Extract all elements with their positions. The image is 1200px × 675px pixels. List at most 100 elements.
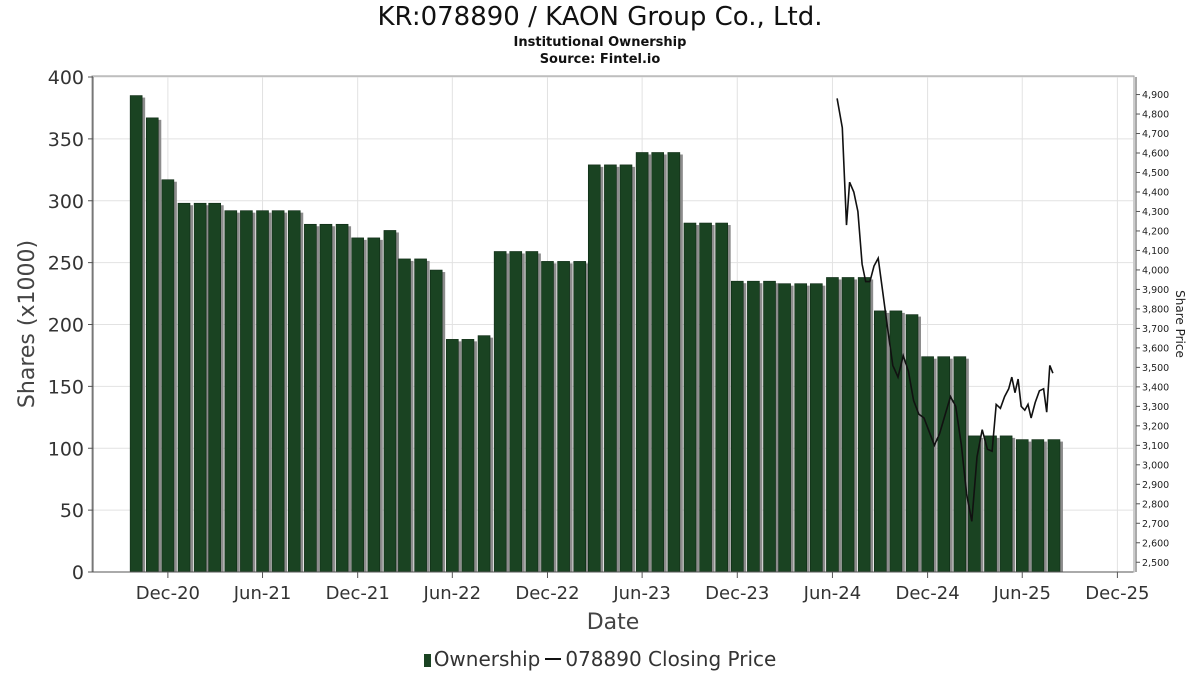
ownership-bar xyxy=(873,310,887,573)
y-tick-label: 50 xyxy=(60,500,84,522)
ownership-bar xyxy=(794,283,808,573)
ownership-bar xyxy=(161,179,175,573)
y2-tick-label: 4,600 xyxy=(1142,149,1169,160)
ownership-bar xyxy=(335,223,349,573)
ownership-bar xyxy=(999,435,1013,573)
legend-ownership-swatch xyxy=(423,654,431,667)
y2-tick-label: 3,500 xyxy=(1142,363,1169,374)
y2-tick-label: 3,300 xyxy=(1142,402,1169,413)
x-tick-label: Jun-24 xyxy=(803,583,862,604)
legend-price-swatch xyxy=(545,658,562,660)
ownership-bar xyxy=(747,280,760,573)
ownership-bar xyxy=(1031,439,1045,573)
ownership-bar xyxy=(667,152,681,573)
y-tick-label: 250 xyxy=(48,253,84,275)
y2-tick-label: 3,200 xyxy=(1142,421,1169,432)
y-axis-label: Shares (x1000) xyxy=(15,240,40,408)
ownership-bar xyxy=(778,283,791,573)
y2-tick-label: 3,400 xyxy=(1142,382,1169,393)
ownership-bar xyxy=(841,277,855,573)
chart-source: Source: Fintel.io xyxy=(539,52,661,67)
ownership-bar xyxy=(256,210,269,573)
legend-price-label: 078890 Closing Price xyxy=(565,647,777,671)
ownership-bar xyxy=(193,202,207,573)
ownership-bar xyxy=(446,339,459,573)
ownership-bar xyxy=(937,356,951,573)
y2-tick-label: 2,500 xyxy=(1142,558,1169,569)
ownership-bar xyxy=(398,258,411,573)
y-tick-label: 300 xyxy=(48,191,84,213)
price-line-layer xyxy=(836,98,1054,522)
ownership-bar xyxy=(224,210,238,573)
y-tick-label: 400 xyxy=(48,67,84,89)
ownership-bar xyxy=(587,164,601,573)
y2-tick-label: 2,900 xyxy=(1142,480,1169,491)
ownership-bar xyxy=(557,261,570,573)
x-tick-label: Jun-23 xyxy=(612,583,671,604)
y2-tick-label: 4,900 xyxy=(1142,90,1169,101)
ownership-bar xyxy=(541,261,554,573)
ownership-bar xyxy=(763,280,776,573)
ownership-bar xyxy=(826,277,839,573)
ownership-bar xyxy=(240,210,253,573)
y-tick-label: 150 xyxy=(48,376,84,398)
y-tick-label: 200 xyxy=(48,315,84,337)
ownership-bar xyxy=(573,261,587,573)
ownership-bar xyxy=(177,202,191,573)
y2-tick-label: 2,800 xyxy=(1142,499,1169,510)
chart-legend: Ownership 078890 Closing Price xyxy=(0,647,1200,671)
y2-tick-label: 3,900 xyxy=(1142,285,1169,296)
ownership-bar xyxy=(414,258,427,573)
ownership-bar xyxy=(145,117,159,573)
ownership-bar xyxy=(383,230,397,573)
ownership-bar xyxy=(509,251,523,573)
y-tick-label: 0 xyxy=(72,562,84,584)
ownership-bar xyxy=(715,222,728,573)
y2-axis-label: Share Price xyxy=(1173,290,1187,358)
ownership-bar xyxy=(271,210,285,573)
ownership-bar xyxy=(604,164,617,573)
ownership-bar xyxy=(651,152,665,573)
axes-layer: 0 50 100 150 200 250 300 350 400 Dec-20 Jun-21 Dec-… xyxy=(48,67,1169,604)
price-line xyxy=(836,98,1054,522)
y2-tick-label: 3,100 xyxy=(1142,441,1169,452)
x-tick-label: Dec-25 xyxy=(1085,583,1149,604)
ownership-bar xyxy=(208,202,221,573)
ownership-bar xyxy=(968,435,981,573)
x-tick-label: Jun-25 xyxy=(992,583,1051,604)
x-tick-label: Dec-24 xyxy=(895,583,959,604)
y2-tick-label: 4,200 xyxy=(1142,226,1169,237)
x-tick-label: Dec-21 xyxy=(326,583,390,604)
y2-tick-label: 3,000 xyxy=(1142,460,1169,471)
ownership-bar xyxy=(525,251,539,573)
ownership-bar xyxy=(889,310,903,573)
ownership-bar xyxy=(351,237,364,573)
ownership-bar xyxy=(129,95,143,573)
ownership-bar xyxy=(730,280,744,573)
ownership-bar xyxy=(287,210,301,573)
legend-ownership-label: Ownership xyxy=(433,647,541,671)
x-tick-label: Dec-23 xyxy=(705,583,769,604)
x-tick-label: Jun-21 xyxy=(233,583,292,604)
y2-tick-label: 4,400 xyxy=(1142,187,1169,198)
y2-tick-label: 4,800 xyxy=(1142,110,1169,121)
ownership-bar xyxy=(493,251,507,573)
y2-tick-label: 4,000 xyxy=(1142,265,1169,276)
ownership-bar xyxy=(1015,439,1029,573)
ownership-bar xyxy=(1047,439,1061,573)
y2-tick-label: 3,700 xyxy=(1142,324,1169,335)
ownership-bar xyxy=(921,356,934,573)
y2-tick-label: 4,700 xyxy=(1142,129,1169,140)
ownership-bar xyxy=(857,277,871,573)
ownership-bar xyxy=(461,339,475,573)
y-tick-label: 100 xyxy=(48,438,84,460)
x-tick-label: Jun-22 xyxy=(423,583,482,604)
y2-tick-label: 3,600 xyxy=(1142,343,1169,354)
y2-tick-label: 4,100 xyxy=(1142,246,1169,257)
y-tick-label: 350 xyxy=(48,129,84,151)
chart-title: KR:078890 / KAON Group Co., Ltd. xyxy=(377,2,823,32)
ownership-bar xyxy=(699,222,712,573)
y2-tick-label: 2,700 xyxy=(1142,519,1169,530)
ownership-bar xyxy=(319,223,333,573)
